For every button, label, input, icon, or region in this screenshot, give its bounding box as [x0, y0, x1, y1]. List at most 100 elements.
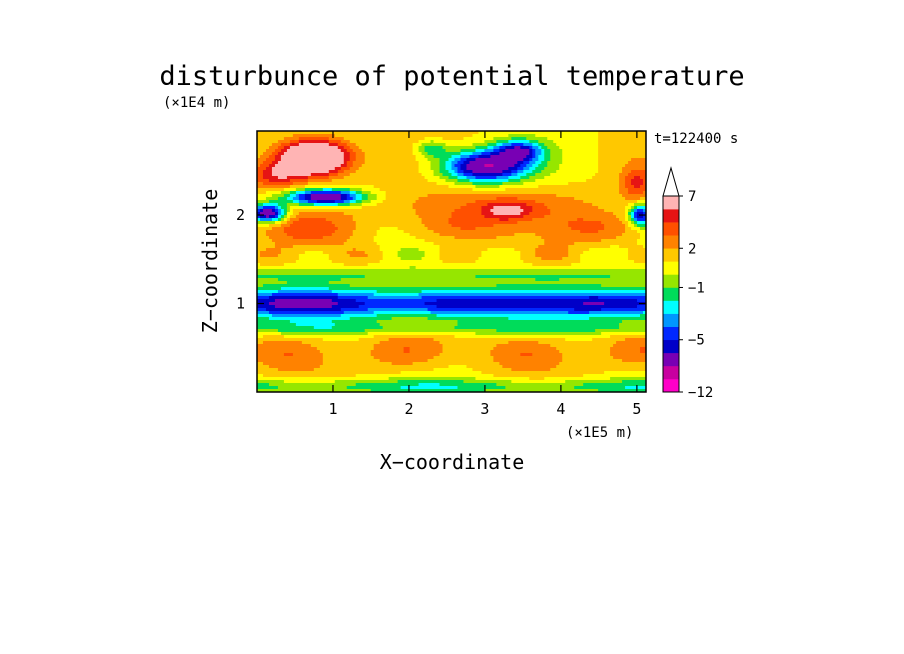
field-cell — [454, 155, 459, 159]
field-cell — [526, 161, 530, 165]
field-cell — [562, 242, 566, 246]
field-cell — [391, 131, 396, 135]
field-cell — [628, 236, 632, 240]
field-cell — [262, 188, 267, 192]
field-cell — [433, 173, 438, 177]
field-cell — [349, 230, 354, 234]
field-cell — [640, 236, 644, 240]
field-cell — [634, 227, 638, 231]
field-cell — [274, 224, 279, 228]
field-cell — [433, 137, 438, 141]
field-cell — [259, 161, 264, 165]
field-cell — [514, 221, 518, 225]
field-cell — [538, 164, 542, 168]
field-cell — [553, 155, 557, 159]
field-cell — [496, 170, 500, 174]
field-cell — [448, 203, 453, 207]
field-cell — [532, 209, 536, 213]
field-cell — [448, 209, 453, 213]
field-cell — [301, 176, 306, 180]
field-cell — [511, 242, 515, 246]
field-cell — [526, 239, 530, 243]
field-cell — [352, 194, 357, 198]
field-cell — [568, 182, 572, 186]
field-cell — [280, 218, 285, 222]
field-cell — [454, 173, 459, 177]
field-cell — [259, 236, 264, 240]
field-cell — [580, 170, 584, 174]
field-cell — [553, 191, 557, 195]
field-cell — [271, 164, 276, 168]
field-cell — [469, 170, 474, 174]
field-cell — [439, 170, 444, 174]
field-cell — [325, 230, 330, 234]
field-cell — [295, 134, 300, 138]
field-cell — [502, 152, 506, 156]
field-cell — [358, 209, 363, 213]
field-cell — [466, 164, 471, 168]
field-cell — [442, 200, 447, 204]
field-cell — [316, 173, 321, 177]
field-cell — [325, 167, 330, 171]
field-cell — [274, 218, 279, 222]
field-cell — [268, 221, 273, 225]
field-cell — [541, 149, 545, 153]
field-cell — [409, 152, 414, 156]
field-cell — [541, 173, 545, 177]
field-cell — [529, 215, 533, 219]
field-cell — [349, 203, 354, 207]
field-cell — [346, 227, 351, 231]
field-cell — [454, 233, 459, 237]
field-cell — [463, 158, 468, 162]
field-cell — [637, 212, 641, 216]
field-cell — [313, 209, 318, 213]
field-cell — [277, 164, 282, 168]
field-cell — [313, 230, 318, 234]
field-cell — [535, 149, 539, 153]
field-cell — [343, 209, 348, 213]
field-cell — [550, 140, 554, 144]
field-cell — [544, 173, 548, 177]
field-cell — [607, 233, 611, 237]
field-cell — [301, 152, 306, 156]
field-cell — [616, 161, 620, 165]
field-cell — [373, 212, 378, 216]
field-cell — [400, 209, 405, 213]
field-cell — [571, 164, 575, 168]
field-cell — [412, 173, 417, 177]
field-cell — [367, 149, 372, 153]
field-cell — [412, 203, 417, 207]
field-cell — [556, 164, 560, 168]
field-cell — [439, 188, 444, 192]
field-cell — [592, 242, 596, 246]
field-cell — [511, 179, 515, 183]
field-cell — [478, 242, 483, 246]
field-cell — [334, 167, 339, 171]
field-cell — [367, 236, 372, 240]
field-cell — [394, 236, 399, 240]
field-cell — [373, 233, 378, 237]
field-cell — [304, 179, 309, 183]
field-cell — [631, 179, 635, 183]
field-cell — [274, 203, 279, 207]
field-cell — [283, 164, 288, 168]
field-cell — [577, 242, 581, 246]
field-cell — [385, 227, 390, 231]
field-cell — [283, 194, 288, 198]
field-cell — [412, 158, 417, 162]
field-cell — [460, 140, 465, 144]
field-cell — [283, 188, 288, 192]
field-cell — [337, 146, 342, 150]
field-cell — [271, 134, 276, 138]
field-cell — [517, 236, 521, 240]
field-cell — [295, 215, 300, 219]
field-cell — [514, 209, 518, 213]
field-cell — [397, 221, 402, 225]
field-cell — [541, 170, 545, 174]
field-cell — [604, 185, 608, 189]
field-cell — [307, 137, 312, 141]
field-cell — [592, 197, 596, 201]
field-cell — [409, 137, 414, 141]
field-cell — [340, 188, 345, 192]
field-cell — [382, 134, 387, 138]
